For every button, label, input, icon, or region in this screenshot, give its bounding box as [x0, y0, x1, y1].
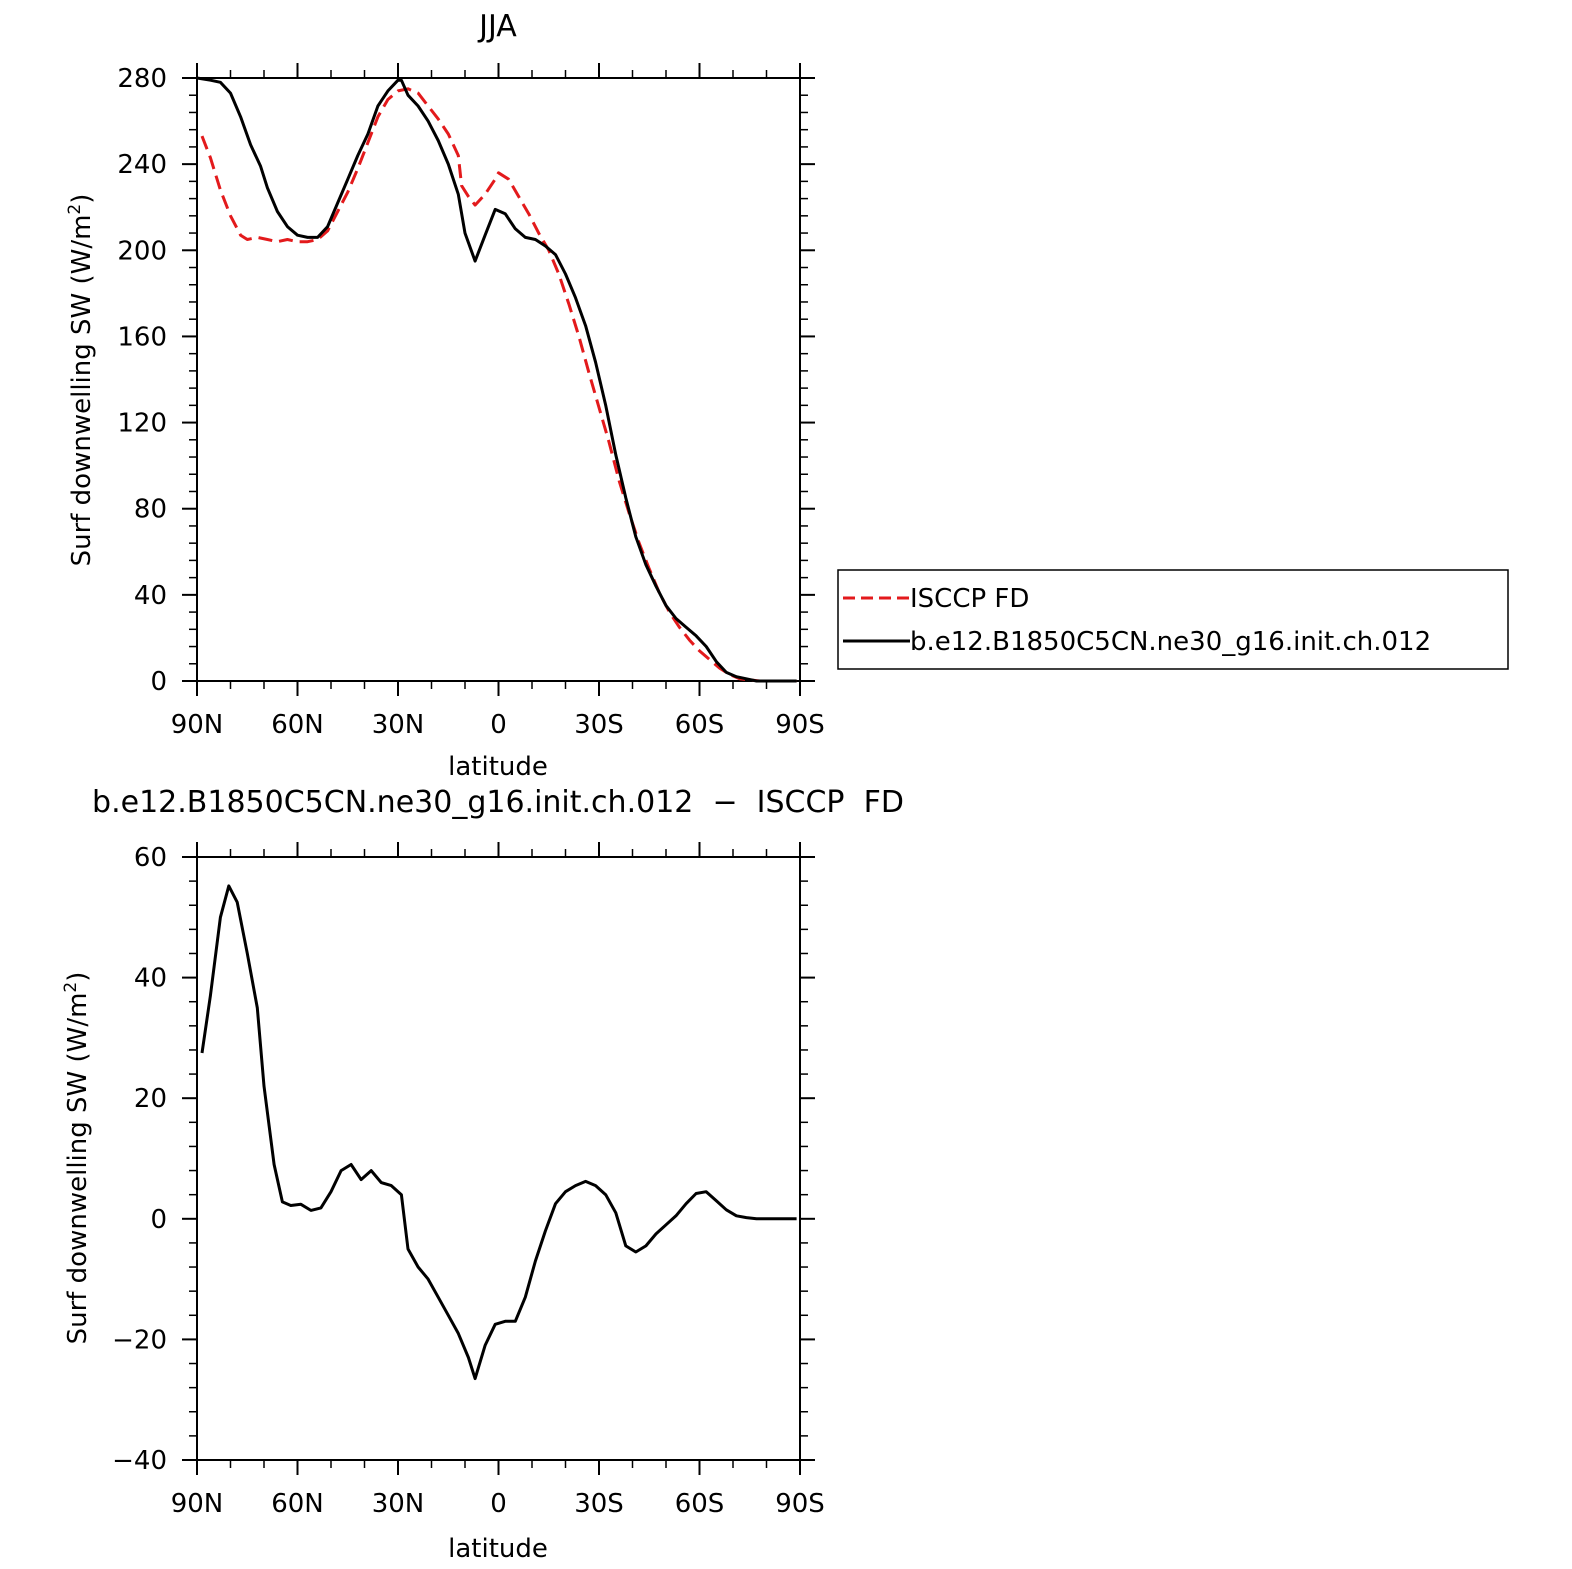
legend-label-model: b.e12.B1850C5CN.ne30_g16.init.ch.012: [910, 627, 1431, 657]
difference-y-tick-label: 0: [150, 1205, 167, 1235]
jja-panel: JJA 90N 60N 30N 0 30S 60S 90S 0 40 80 120 160 200 240…: [65, 9, 825, 782]
difference-y-axis-label: Surf downwelling SW (W/m2): [61, 972, 93, 1345]
difference-x-tick-label: 60N: [271, 1489, 324, 1519]
jja-series-lines: [196, 76, 797, 683]
jja-x-tick-label: 60N: [271, 710, 324, 740]
jja-plot-frame: [196, 77, 801, 682]
difference-x-tick-label: 0: [490, 1489, 507, 1519]
difference-x-tick-label: 90S: [775, 1489, 825, 1519]
jja-x-tick-label: 90N: [171, 710, 224, 740]
jja-y-tick-label: 40: [134, 581, 167, 611]
jja-series-line-1: [196, 76, 797, 683]
legend-label-isccp-fd: ISCCP FD: [910, 584, 1029, 614]
jja-y-tick-label: 200: [117, 236, 167, 266]
difference-ticks: 90N 60N 30N 0 30S 60S 90S −40 −20 0 20 40 60: [112, 842, 825, 1519]
jja-x-tick-label: 90S: [775, 710, 825, 740]
jja-panel-title: JJA: [477, 9, 517, 44]
jja-y-axis-label-close: ): [67, 194, 97, 204]
jja-y-axis-label-text: Surf downwelling SW (W/m: [67, 215, 97, 567]
difference-panel: b.e12.B1850C5CN.ne30_g16.init.ch.012 − I…: [61, 785, 904, 1564]
difference-plot-frame: [196, 856, 801, 1461]
jja-y-tick-label: 120: [117, 409, 167, 439]
jja-x-tick-label: 0: [490, 710, 507, 740]
difference-x-tick-label: 30N: [372, 1489, 425, 1519]
jja-y-axis-label-superscript: 2: [65, 204, 85, 215]
jja-y-tick-label: 0: [150, 667, 167, 697]
difference-y-axis-label-text: Surf downwelling SW (W/m: [63, 993, 93, 1345]
jja-x-axis-label: latitude: [448, 752, 548, 782]
jja-x-tick-label: 30N: [372, 710, 425, 740]
difference-panel-title: b.e12.B1850C5CN.ne30_g16.init.ch.012 − I…: [92, 785, 904, 820]
jja-x-tick-label: 30S: [574, 710, 624, 740]
difference-y-tick-label: 20: [134, 1084, 167, 1114]
legend-box: [837, 569, 1509, 670]
jja-ticks: 90N 60N 30N 0 30S 60S 90S 0 40 80 120 160 200 240 280: [117, 63, 825, 740]
jja-y-tick-label: 80: [134, 495, 167, 525]
jja-y-tick-label: 280: [117, 64, 167, 94]
difference-x-axis-label: latitude: [448, 1534, 548, 1564]
difference-y-axis-label-close: ): [63, 972, 93, 982]
jja-x-tick-label: 60S: [675, 710, 725, 740]
difference-series-line-0: [200, 884, 797, 1381]
difference-series-lines: [200, 884, 797, 1381]
difference-y-tick-label: 60: [134, 843, 167, 873]
difference-x-tick-label: 90N: [171, 1489, 224, 1519]
jja-y-tick-label: 240: [117, 150, 167, 180]
jja-plot-area: 90N 60N 30N 0 30S 60S 90S 0 40 80 120 160 200 240 280: [117, 63, 825, 740]
difference-x-tick-label: 60S: [675, 1489, 725, 1519]
difference-plot-area: 90N 60N 30N 0 30S 60S 90S −40 −20 0 20 40 60: [112, 842, 825, 1519]
difference-x-tick-label: 30S: [574, 1489, 624, 1519]
difference-y-tick-label: −40: [112, 1446, 167, 1476]
jja-y-tick-label: 160: [117, 322, 167, 352]
difference-y-tick-label: −20: [112, 1325, 167, 1355]
jja-series-line-0: [200, 87, 797, 683]
legend: ISCCP FD b.e12.B1850C5CN.ne30_g16.init.c…: [837, 569, 1509, 670]
difference-y-axis-label-superscript: 2: [61, 982, 81, 993]
difference-y-tick-label: 40: [134, 964, 167, 994]
jja-y-axis-label: Surf downwelling SW (W/m2): [65, 194, 97, 567]
